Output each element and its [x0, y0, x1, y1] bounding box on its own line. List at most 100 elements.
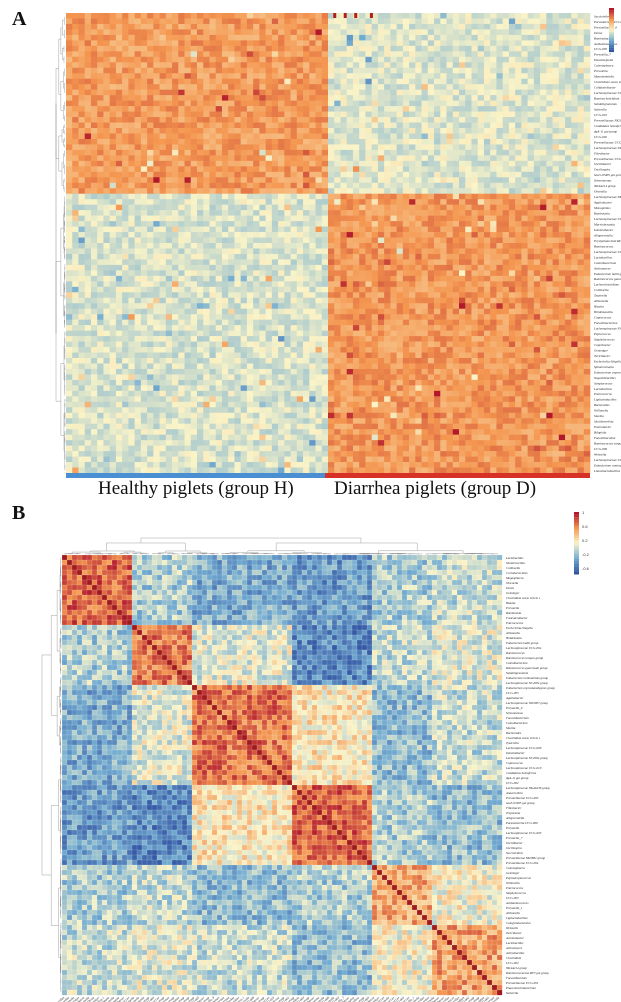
row-label-a: Negativibacillus — [593, 376, 616, 380]
row-label-b: Actinomyces — [505, 946, 523, 950]
column-label-b: Oscillibacter — [335, 995, 351, 1002]
row-label-b: Faecalibacterium — [505, 716, 529, 720]
row-label-b: Catenibacterium — [506, 661, 528, 665]
row-label-a: Eisenbergiella — [593, 58, 613, 62]
column-label-b: Veillonella — [377, 995, 390, 1002]
row-label-a: UCG-010 — [594, 113, 607, 117]
row-label-b: Oscillospira — [506, 846, 522, 850]
row-label-a: Marvinbryantia — [593, 222, 615, 226]
row-label-b: Shuttleworthia — [506, 561, 525, 565]
row-label-b: Campylobacterales — [506, 921, 532, 925]
row-label-b: Gemmiger — [506, 871, 520, 875]
heatmap-b-color-legend: 1 0.6 0.2 -0.2 -0.6 — [574, 510, 590, 575]
row-label-b: Coprococcus — [506, 761, 523, 765]
row-label-b: Romboutsia — [505, 611, 522, 615]
row-label-b: Acinetobacter — [505, 936, 525, 940]
row-label-b: Parasutterella UCG-006 — [505, 821, 538, 825]
row-label-a: Monoglobus — [593, 206, 611, 210]
row-label-a: Lactobacillus — [593, 387, 613, 391]
row-label-a: Coprobacter — [594, 343, 611, 347]
row-label-a: Prevotellaceae UCG-004 — [593, 140, 621, 144]
row-label-b: Faecalibaculum — [505, 976, 527, 980]
row-label-a: Catenisphaera — [594, 64, 614, 68]
column-label-b: Blautia — [100, 995, 110, 1002]
row-label-b: Lactobacillus — [505, 941, 524, 945]
row-label-b: Lachnospiraceae UCG-003 — [505, 831, 542, 835]
row-label-a: Enterococcus — [593, 392, 613, 396]
group-h-label: Healthy piglets (group H) — [98, 478, 294, 499]
row-label-a: Dorea — [593, 31, 603, 35]
row-label-b: hoa5-07d05 gut group — [506, 801, 535, 805]
row-label-a: Lachnospiraceae UCG-010 — [593, 217, 621, 221]
column-label-b: Sutterella — [488, 995, 500, 1002]
row-label-a: Ligilactobacillus — [593, 398, 617, 402]
heatmap-b: LactobacillusShuttleworthiaCollinsellaCo… — [41, 510, 590, 1002]
row-label-b: Selenomonas — [506, 711, 524, 715]
column-label-b: UCG-003 — [393, 995, 406, 1002]
row-label-a: Blautia — [594, 305, 604, 309]
row-label-a: Clostridium sensu stricto 1 — [594, 80, 621, 84]
column-label-b: Dorea — [86, 995, 96, 1002]
row-label-a: Parasutterella UCG-006 — [593, 20, 621, 24]
row-label-b: Ruminococcus torques group — [505, 656, 544, 660]
row-label-b: Megasphaera — [505, 576, 524, 580]
row-label-a: Eubacterium coprostanoligenes group — [593, 370, 621, 374]
column-dendrogram-b — [63, 537, 499, 555]
row-label-b: Lactobacillus — [505, 556, 524, 560]
row-label-b: Peptostreptococcus — [505, 876, 532, 880]
row-label-b: Clostridium — [506, 956, 522, 960]
row-label-b: Prevotella — [505, 826, 520, 830]
row-label-a: Ruminococcus torques group — [593, 442, 621, 446]
row-label-b: Prevotella_9 — [505, 706, 523, 710]
row-label-b: Bacteroides — [506, 731, 522, 735]
row-label-b: Ligilactobacillus — [505, 916, 528, 920]
row-label-b: Subdoligranulum — [506, 671, 529, 675]
row-label-b: Enterococcus — [505, 621, 524, 625]
row-label-a: Intestinibacter — [593, 228, 614, 232]
row-label-b: Staphylococcus — [506, 891, 527, 895]
row-label-b: Allisonella — [505, 911, 520, 915]
row-label-a: Lachnospiraceae UCG-003 — [593, 458, 621, 462]
column-label-b: Turicibacter — [425, 995, 440, 1002]
row-label-b: Fusicatenibacter — [505, 616, 528, 620]
heatmap-a-cells — [66, 13, 591, 474]
row-label-b: Succinivibrio — [506, 851, 523, 855]
row-label-a: UCG-009 — [594, 447, 607, 451]
row-label-a: Limosilactobacillus — [593, 469, 621, 473]
row-label-a: Selenomonas — [594, 179, 612, 183]
row-label-a: Prevotella — [593, 69, 608, 73]
row-label-b: Eubacterium ruminantium group — [505, 676, 548, 680]
row-label-b: Lachnospiraceae NC2004 group — [505, 681, 548, 685]
legend-tick-b: -0.2 — [582, 552, 590, 557]
row-label-b: Gemmiger — [506, 591, 520, 595]
row-label-a: Streptococcus — [594, 381, 613, 385]
legend-tick-b: 1 — [582, 510, 585, 515]
row-label-a: dgA-11 gut group — [594, 129, 617, 133]
row-label-b: Clostridium sensu stricto 1 — [506, 736, 541, 740]
row-label-a: Tyzzerella — [594, 294, 608, 298]
row-label-b: Catenibacterium — [506, 721, 528, 725]
row-label-b: Dorea — [505, 586, 514, 590]
row-label-a: UCG-002 — [594, 135, 607, 139]
row-label-b: Collinsella — [506, 566, 520, 570]
row-label-b: Lachnospiraceae UCG-010 — [505, 766, 542, 770]
row-label-b: Intestinibacter — [505, 751, 525, 755]
column-label-b: Weissella — [423, 995, 435, 1002]
row-label-a: Lachnospiraceae UCG-009 — [593, 250, 621, 254]
row-label-a: Ruminobacter — [593, 36, 613, 40]
row-label-b: Slackia — [506, 726, 516, 730]
row-label-b: Weissella — [506, 926, 518, 930]
row-label-b: Prevotella_1 — [505, 906, 523, 910]
row-label-b: Actinobacillus — [505, 951, 525, 955]
row-label-a: Catenibacterium — [594, 261, 617, 265]
row-label-b: Enterococcus — [505, 886, 524, 890]
row-label-a: Lachnospiraceae NK4B4 group — [593, 195, 621, 199]
row-label-b: Alloprevotella — [505, 816, 525, 820]
row-label-b: Catenisphaera — [506, 866, 525, 870]
row-label-b: Phascolarctobacterium — [505, 986, 537, 990]
row-label-a: Lachnospiraceae NC2004 group — [593, 327, 621, 331]
row-label-a: Prevotellaceae NK3B31 group — [593, 118, 621, 122]
row-label-b: Eubacterium coprostanoligenes group — [505, 686, 555, 690]
row-label-a: Mannheimiella — [593, 75, 614, 79]
row-label-a: Holdemanella — [593, 310, 613, 314]
